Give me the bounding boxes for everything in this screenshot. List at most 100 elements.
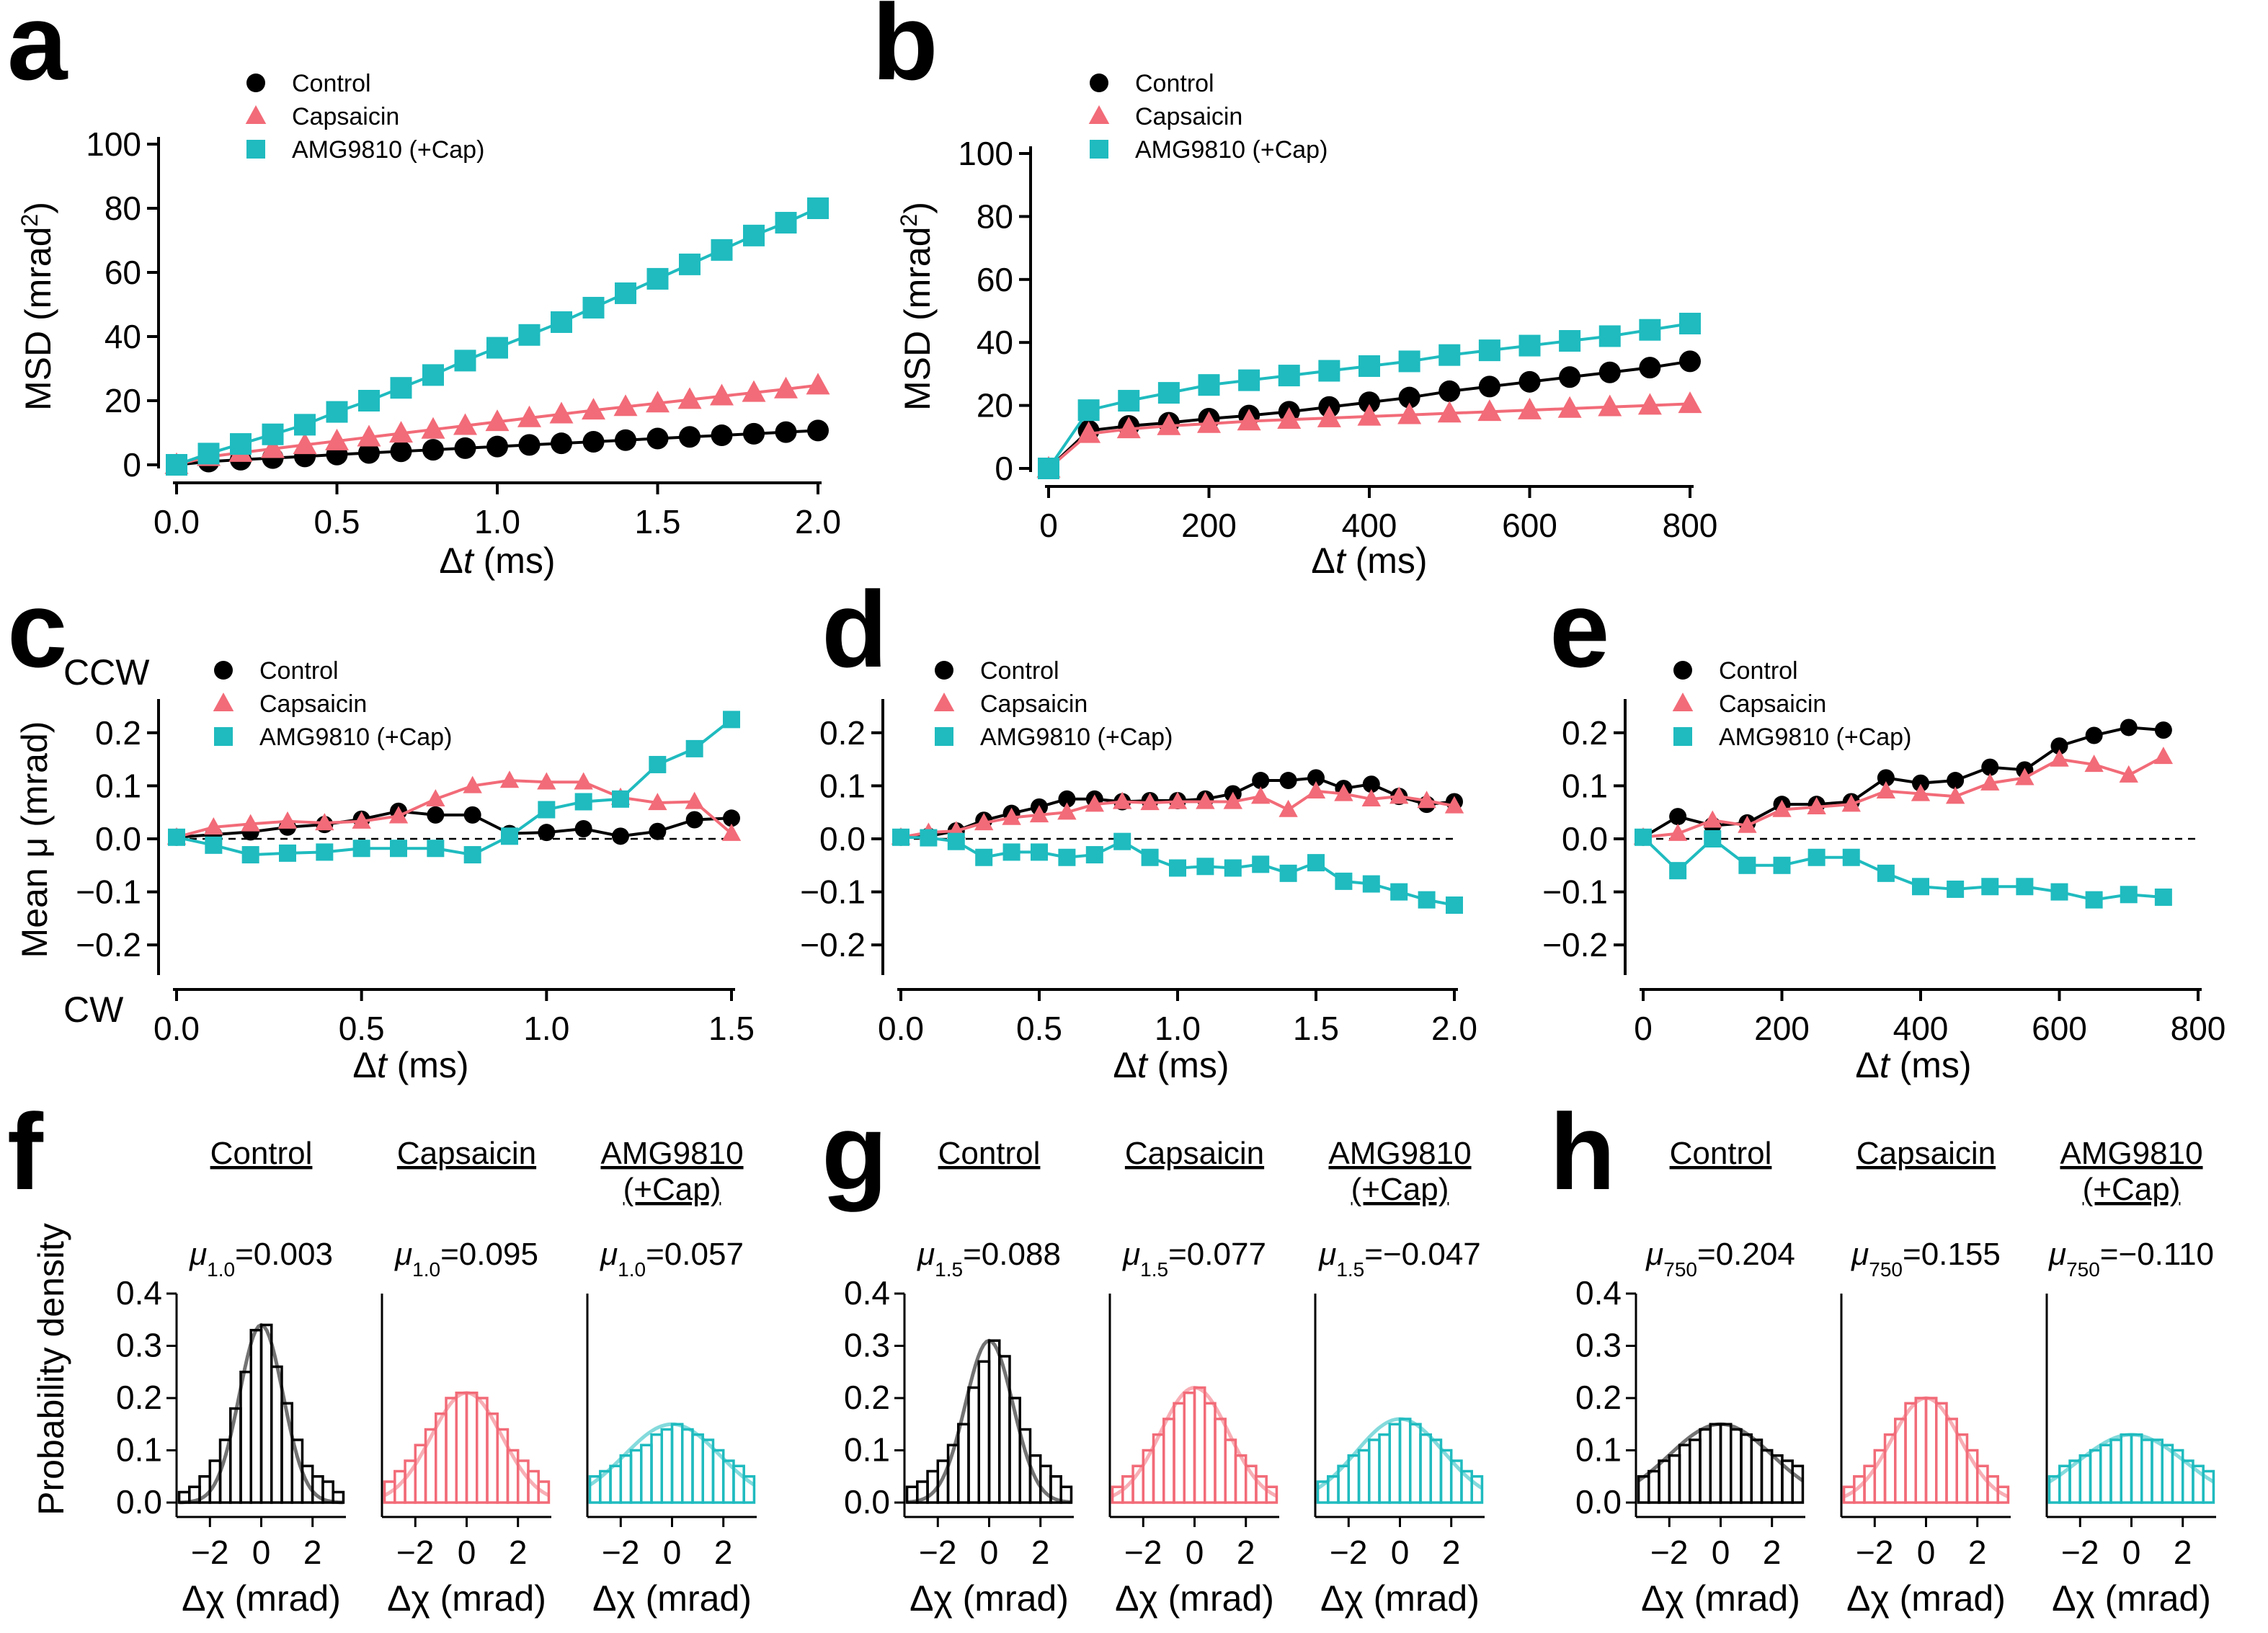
data-point	[807, 419, 829, 442]
x-tick-label: 1.0	[1155, 1010, 1201, 1047]
data-point	[1947, 772, 1965, 790]
legend-marker-amg	[1090, 140, 1108, 159]
hist-bar	[967, 1386, 981, 1504]
legend-label-amg: AMG9810 (+Cap)	[292, 136, 484, 164]
data-point	[582, 398, 605, 420]
data-point	[1738, 815, 1757, 833]
data-point	[261, 436, 285, 458]
y-tick-label: 0.0	[116, 1483, 162, 1521]
data-point	[358, 390, 380, 411]
panel-label-a: a	[7, 0, 68, 102]
hist-h-amg: −2 0 2 AMG9810(+Cap) μ750=−0.110 Δχ (mrad)	[2045, 1136, 2216, 1619]
x-tick-label: −2	[602, 1534, 639, 1571]
y-tick-label: 60	[104, 254, 141, 291]
data-point	[352, 811, 371, 829]
hist-bar	[2161, 1443, 2174, 1504]
legend-label-control: Control	[980, 657, 1059, 685]
x-tick-label: 2	[303, 1534, 322, 1571]
data-point	[1912, 878, 1929, 896]
x-tick-label: −2	[191, 1534, 228, 1571]
y-tick-label: 80	[977, 197, 1013, 235]
y-axis-label: MSD (mrad2)	[896, 202, 938, 411]
data-point	[1639, 357, 1661, 379]
condition-label: Capsaicin	[397, 1136, 536, 1171]
data-point	[1278, 365, 1300, 387]
data-point	[2016, 878, 2034, 896]
condition-label: Control	[1670, 1136, 1772, 1171]
x-tick-label: 600	[2032, 1010, 2087, 1047]
data-point	[1278, 799, 1298, 817]
data-point	[1417, 791, 1436, 809]
data-point	[390, 377, 412, 399]
x-axis-label: Δt (ms)	[1113, 1045, 1229, 1085]
data-point	[1252, 855, 1270, 873]
hist-bar	[1689, 1438, 1702, 1504]
hist-bar	[2151, 1438, 2164, 1504]
x-tick-label: 0	[1634, 1010, 1653, 1047]
hist-bar	[445, 1397, 458, 1504]
hist-g-amg: −2 0 2 AMG9810(+Cap) μ1.5=−0.047 Δχ (mrad)	[1314, 1136, 1485, 1619]
hist-bar	[2120, 1433, 2133, 1504]
y-tick-label: 0.4	[844, 1274, 890, 1312]
data-point	[775, 212, 797, 234]
y-tick-label: 0.1	[819, 767, 866, 804]
hist-bar	[1934, 1402, 1948, 1504]
legend-label-capsaicin: Capsaicin	[292, 103, 399, 130]
legend-marker-amg	[935, 727, 953, 746]
data-point	[352, 840, 370, 858]
data-point	[582, 430, 605, 453]
panel-label-e: e	[1549, 569, 1609, 690]
data-point	[1518, 370, 1541, 393]
data-point	[1668, 823, 1688, 841]
hist-bar	[1904, 1402, 1918, 1504]
data-point	[1398, 350, 1420, 373]
data-point	[1980, 773, 2000, 791]
data-point	[1637, 393, 1662, 415]
data-point	[1238, 369, 1260, 391]
mu-label: μ750=0.204	[1645, 1237, 1795, 1281]
data-point	[1029, 805, 1049, 823]
mu-label: μ1.0=0.057	[600, 1237, 744, 1281]
hist-bar	[609, 1464, 623, 1504]
series-line	[1642, 755, 2164, 839]
data-point	[1113, 791, 1132, 809]
data-point	[1169, 859, 1186, 877]
x-tick-label: 2	[1237, 1534, 1255, 1571]
data-point	[612, 827, 629, 845]
y-tick-label: 0.2	[1575, 1379, 1622, 1416]
series-line	[1642, 836, 2164, 902]
data-point	[1251, 786, 1271, 804]
x-tick-label: −2	[1650, 1534, 1688, 1571]
data-point	[2154, 888, 2172, 906]
gaussian-fit	[1637, 1422, 1804, 1482]
data-point	[551, 311, 572, 333]
data-point	[1196, 791, 1215, 809]
x-tick-label: 0	[2122, 1534, 2141, 1571]
hist-bar	[2130, 1433, 2143, 1504]
x-tick-label: 1.5	[1293, 1010, 1339, 1047]
data-point	[241, 814, 260, 832]
hist-bar	[259, 1323, 273, 1504]
y-tick-label: 0.4	[116, 1274, 162, 1312]
hist-bar	[2099, 1443, 2112, 1504]
data-point	[1679, 312, 1701, 334]
data-point	[1669, 862, 1687, 880]
data-point	[538, 824, 556, 842]
data-point	[326, 401, 348, 423]
mu-label: μ750=−0.110	[2048, 1237, 2214, 1281]
x-axis-label: Δχ (mrad)	[592, 1578, 752, 1619]
data-point	[1669, 808, 1687, 826]
hist-bar	[1203, 1402, 1217, 1504]
data-point	[1168, 791, 1188, 809]
data-point	[677, 387, 702, 409]
x-tick-label: 1.5	[708, 1010, 755, 1047]
y-tick-label: 0	[995, 450, 1013, 487]
data-point	[1307, 854, 1325, 872]
hist-bar	[670, 1423, 684, 1504]
data-point	[1390, 883, 1408, 901]
legend-label-control: Control	[1135, 70, 1214, 97]
data-point	[1223, 791, 1242, 809]
series-line	[176, 718, 733, 857]
hist-bar	[640, 1443, 653, 1504]
data-point	[463, 846, 481, 864]
